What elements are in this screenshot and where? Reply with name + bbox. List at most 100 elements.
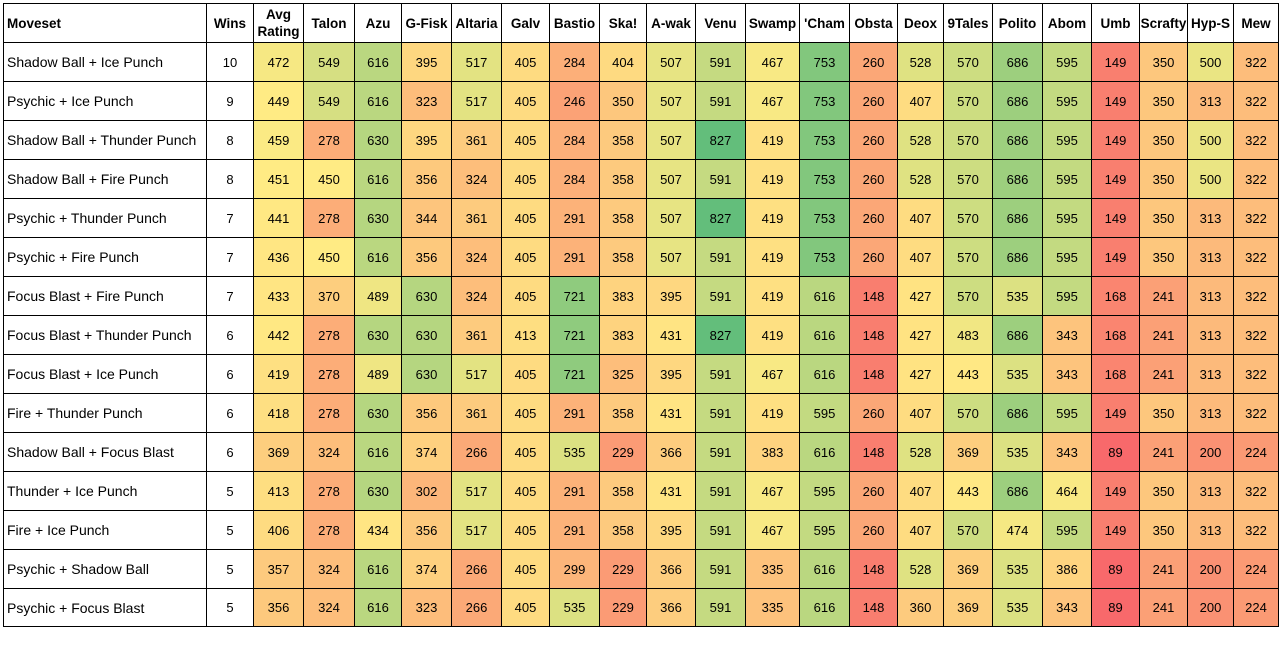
heatmap-cell: 431 bbox=[646, 393, 696, 433]
heatmap-cell: 616 bbox=[354, 81, 402, 121]
heatmap-cell: 168 bbox=[1091, 315, 1140, 355]
heatmap-cell: 241 bbox=[1139, 315, 1188, 355]
wins-cell: 8 bbox=[206, 120, 254, 160]
heatmap-cell: 535 bbox=[992, 432, 1043, 472]
heatmap-cell: 405 bbox=[501, 198, 550, 238]
table-row: Fire + Thunder Punch 6 418 278 630 356 361 405 2… bbox=[3, 393, 1279, 433]
heatmap-cell: 616 bbox=[354, 159, 402, 199]
heatmap-cell: 149 bbox=[1091, 120, 1140, 160]
column-header: Ska! bbox=[599, 3, 647, 43]
heatmap-cell: 570 bbox=[943, 393, 993, 433]
table-header: Moveset Wins Avg Rating Talon Azu G-Fisk Altar… bbox=[3, 3, 1279, 43]
table-row: Psychic + Shadow Ball 5 357 324 616 374 266 405… bbox=[3, 549, 1279, 589]
heatmap-cell: 434 bbox=[354, 510, 402, 550]
heatmap-cell: 266 bbox=[451, 432, 502, 472]
heatmap-cell: 507 bbox=[646, 120, 696, 160]
heatmap-cell: 419 bbox=[745, 393, 800, 433]
heatmap-cell: 200 bbox=[1187, 549, 1234, 589]
heatmap-cell: 369 bbox=[943, 549, 993, 589]
heatmap-cell: 356 bbox=[401, 510, 452, 550]
heatmap-cell: 322 bbox=[1233, 393, 1279, 433]
table-body: Shadow Ball + Ice Punch 10 472 549 616 395 517… bbox=[3, 42, 1279, 627]
table-row: Shadow Ball + Fire Punch 8 451 450 616 356 324… bbox=[3, 159, 1279, 199]
heatmap-cell: 433 bbox=[253, 276, 304, 316]
heatmap-cell: 591 bbox=[695, 432, 746, 472]
heatmap-cell: 405 bbox=[501, 549, 550, 589]
heatmap-cell: 405 bbox=[501, 393, 550, 433]
heatmap-cell: 325 bbox=[599, 354, 647, 394]
heatmap-cell: 350 bbox=[1139, 393, 1188, 433]
heatmap-cell: 686 bbox=[992, 198, 1043, 238]
heatmap-cell: 369 bbox=[943, 432, 993, 472]
heatmap-cell: 419 bbox=[745, 315, 800, 355]
heatmap-cell: 149 bbox=[1091, 237, 1140, 277]
heatmap-cell: 241 bbox=[1139, 354, 1188, 394]
heatmap-cell: 313 bbox=[1187, 393, 1234, 433]
heatmap-cell: 489 bbox=[354, 354, 402, 394]
heatmap-cell: 528 bbox=[897, 120, 944, 160]
wins-cell: 5 bbox=[206, 549, 254, 589]
heatmap-cell: 356 bbox=[401, 237, 452, 277]
heatmap-cell: 507 bbox=[646, 159, 696, 199]
heatmap-cell: 595 bbox=[799, 471, 850, 511]
heatmap-cell: 427 bbox=[897, 354, 944, 394]
heatmap-cell: 517 bbox=[451, 471, 502, 511]
heatmap-cell: 591 bbox=[695, 81, 746, 121]
heatmap-cell: 405 bbox=[501, 120, 550, 160]
heatmap-cell: 322 bbox=[1233, 120, 1279, 160]
heatmap-cell: 630 bbox=[401, 315, 452, 355]
heatmap-cell: 616 bbox=[799, 432, 850, 472]
heatmap-cell: 442 bbox=[253, 315, 304, 355]
heatmap-cell: 168 bbox=[1091, 354, 1140, 394]
moveset-cell: Shadow Ball + Fire Punch bbox=[3, 159, 207, 199]
column-header: 'Cham bbox=[799, 3, 850, 43]
heatmap-cell: 616 bbox=[354, 237, 402, 277]
moveset-cell: Psychic + Shadow Ball bbox=[3, 549, 207, 589]
heatmap-cell: 595 bbox=[1042, 198, 1092, 238]
heatmap-cell: 291 bbox=[549, 237, 600, 277]
heatmap-cell: 324 bbox=[303, 549, 355, 589]
heatmap-cell: 827 bbox=[695, 198, 746, 238]
heatmap-cell: 427 bbox=[897, 276, 944, 316]
heatmap-cell: 630 bbox=[401, 354, 452, 394]
heatmap-cell: 535 bbox=[992, 549, 1043, 589]
heatmap-cell: 431 bbox=[646, 471, 696, 511]
wins-cell: 8 bbox=[206, 159, 254, 199]
heatmap-cell: 427 bbox=[897, 315, 944, 355]
heatmap-cell: 517 bbox=[451, 81, 502, 121]
heatmap-cell: 361 bbox=[451, 120, 502, 160]
moveset-cell: Shadow Ball + Focus Blast bbox=[3, 432, 207, 472]
heatmap-cell: 406 bbox=[253, 510, 304, 550]
heatmap-cell: 350 bbox=[1139, 510, 1188, 550]
heatmap-cell: 591 bbox=[695, 471, 746, 511]
heatmap-cell: 149 bbox=[1091, 198, 1140, 238]
heatmap-cell: 549 bbox=[303, 42, 355, 82]
table-row: Shadow Ball + Thunder Punch 8 459 278 630 395… bbox=[3, 120, 1279, 160]
column-header: Bastio bbox=[549, 3, 600, 43]
table-row: Shadow Ball + Ice Punch 10 472 549 616 395 517… bbox=[3, 42, 1279, 82]
heatmap-cell: 472 bbox=[253, 42, 304, 82]
heatmap-cell: 595 bbox=[1042, 510, 1092, 550]
column-header: Hyp-S bbox=[1187, 3, 1234, 43]
heatmap-cell: 260 bbox=[849, 81, 898, 121]
heatmap-cell: 591 bbox=[695, 276, 746, 316]
heatmap-cell: 686 bbox=[992, 159, 1043, 199]
heatmap-cell: 266 bbox=[451, 549, 502, 589]
heatmap-cell: 335 bbox=[745, 588, 800, 627]
column-header: Deox bbox=[897, 3, 944, 43]
heatmap-cell: 395 bbox=[401, 120, 452, 160]
heatmap-cell: 358 bbox=[599, 510, 647, 550]
table-row: Focus Blast + Ice Punch 6 419 278 489 630 517 4… bbox=[3, 354, 1279, 394]
heatmap-cell: 89 bbox=[1091, 432, 1140, 472]
column-header: Abom bbox=[1042, 3, 1092, 43]
moveset-cell: Focus Blast + Fire Punch bbox=[3, 276, 207, 316]
column-header: Obsta bbox=[849, 3, 898, 43]
column-header: Swamp bbox=[745, 3, 800, 43]
table-row: Psychic + Fire Punch 7 436 450 616 356 324 405 2… bbox=[3, 237, 1279, 277]
heatmap-cell: 407 bbox=[897, 237, 944, 277]
heatmap-cell: 570 bbox=[943, 237, 993, 277]
heatmap-cell: 595 bbox=[1042, 237, 1092, 277]
heatmap-cell: 753 bbox=[799, 120, 850, 160]
heatmap-cell: 358 bbox=[599, 237, 647, 277]
heatmap-cell: 374 bbox=[401, 432, 452, 472]
